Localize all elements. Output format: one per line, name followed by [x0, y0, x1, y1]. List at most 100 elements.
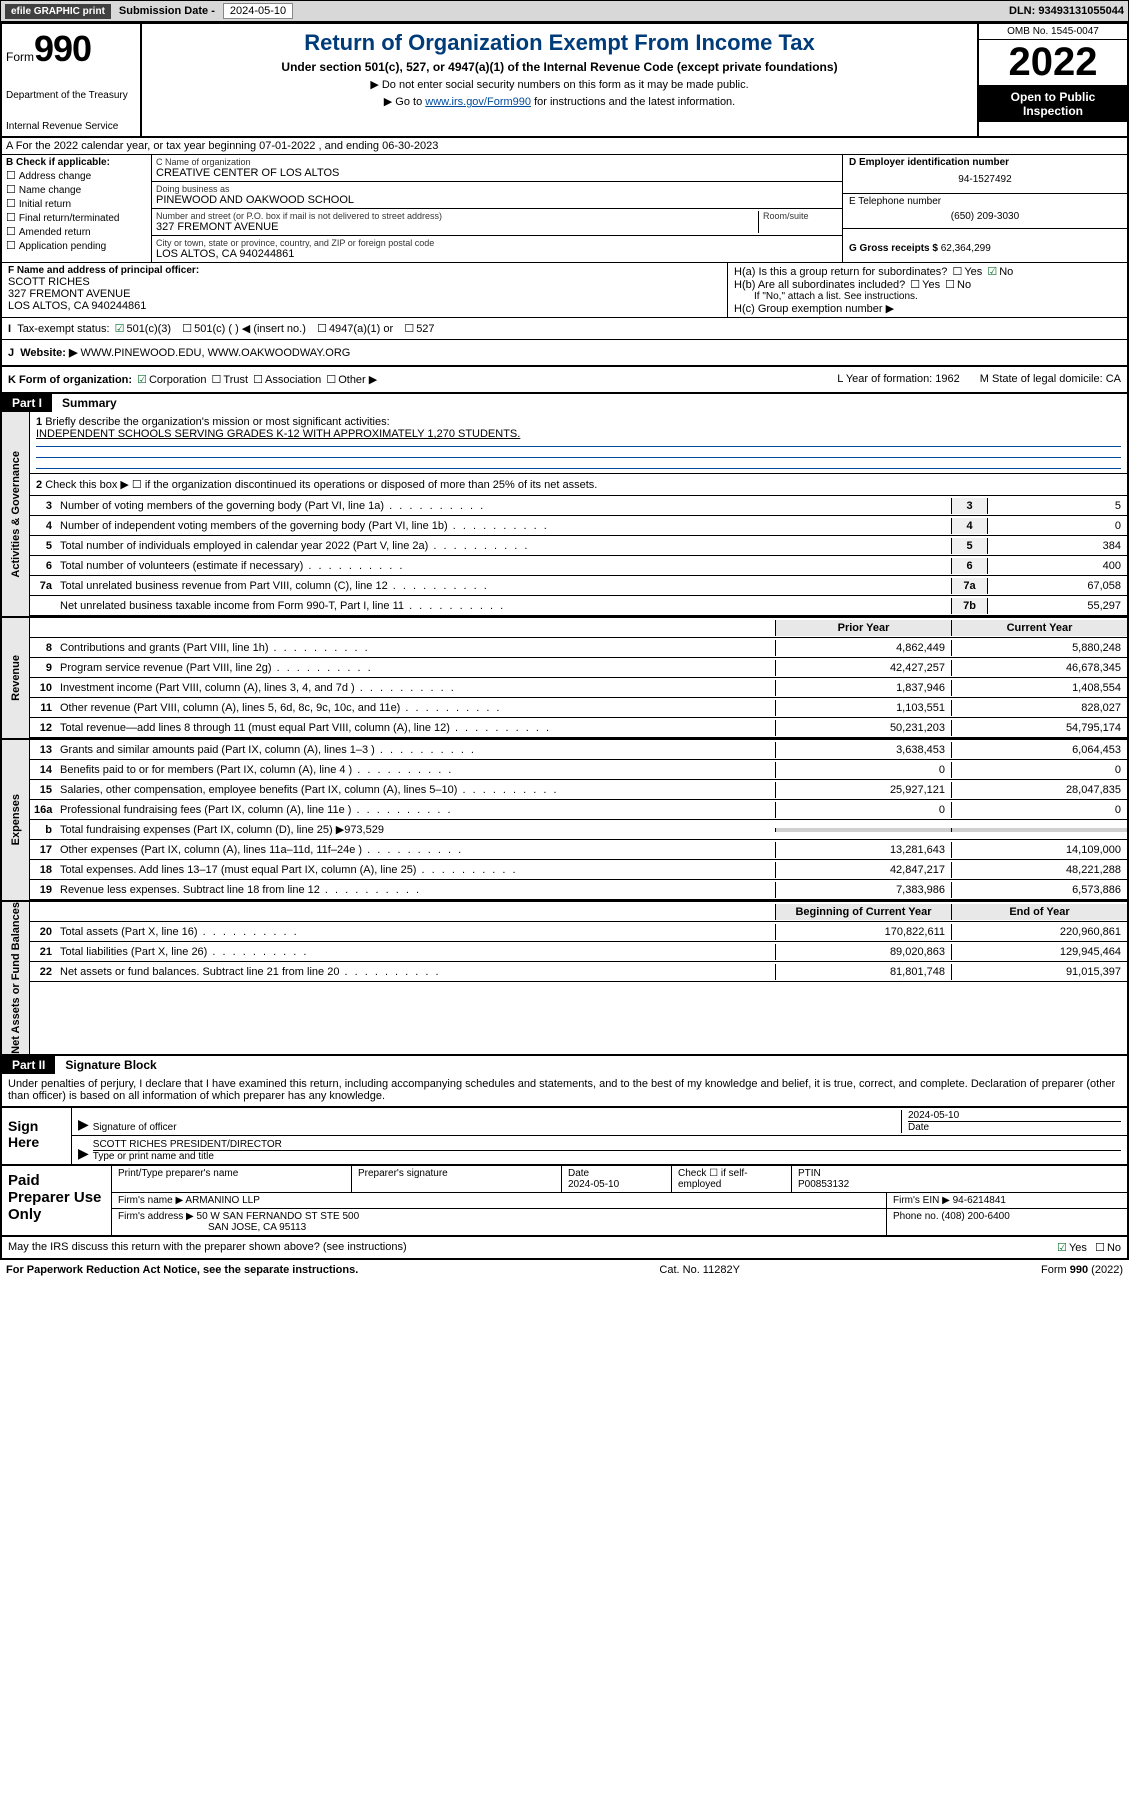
chk-501c3[interactable]: [113, 323, 127, 335]
paid-preparer-label: Paid Preparer Use Only: [2, 1166, 112, 1235]
firm-ein: 94-6214841: [953, 1195, 1006, 1206]
h-b-note: If "No," attach a list. See instructions…: [734, 291, 1121, 302]
firm-ein-label: Firm's EIN ▶: [893, 1195, 950, 1206]
table-row: 7aTotal unrelated business revenue from …: [30, 576, 1127, 596]
chk-initial[interactable]: Initial return: [6, 197, 147, 210]
firm-addr: 50 W SAN FERNANDO ST STE 500: [197, 1211, 360, 1222]
sig-arrow-icon: ▶: [78, 1116, 89, 1133]
prep-date-label: Date: [568, 1168, 589, 1179]
column-c: C Name of organizationCREATIVE CENTER OF…: [152, 155, 842, 262]
cat-no: Cat. No. 11282Y: [659, 1264, 740, 1276]
perjury-statement: Under penalties of perjury, I declare th…: [0, 1074, 1129, 1108]
irs-link[interactable]: www.irs.gov/Form990: [425, 96, 531, 108]
ha-yes[interactable]: [950, 266, 964, 278]
ptin: P00853132: [798, 1179, 849, 1190]
note-link: ▶ Go to www.irs.gov/Form990 for instruct…: [146, 95, 973, 108]
telephone: (650) 209-3030: [849, 207, 1121, 226]
irs: Internal Revenue Service: [6, 121, 136, 132]
discuss-yes[interactable]: [1055, 1242, 1069, 1254]
summary-activities: Activities & Governance 1 Briefly descri…: [0, 412, 1129, 618]
table-row: 4Number of independent voting members of…: [30, 516, 1127, 536]
hb-yes[interactable]: [908, 279, 922, 291]
website-url: WWW.PINEWOOD.EDU, WWW.OAKWOODWAY.ORG: [80, 347, 350, 359]
hb-no[interactable]: [943, 279, 957, 291]
form-header: Form990 Department of the Treasury Inter…: [0, 22, 1129, 138]
vlabel-exp: Expenses: [10, 794, 22, 845]
submission-label: Submission Date -: [119, 5, 215, 17]
row-i: I Tax-exempt status: 501(c)(3) 501(c) ( …: [0, 318, 1129, 340]
sig-arrow2-icon: ▶: [78, 1145, 89, 1162]
row-a: A For the 2022 calendar year, or tax yea…: [0, 138, 1129, 155]
firm-addr-label: Firm's address ▶: [118, 1211, 194, 1222]
part2-title: Signature Block: [55, 1056, 1127, 1074]
table-row: 8Contributions and grants (Part VIII, li…: [30, 638, 1127, 658]
firm-name-label: Firm's name ▶: [118, 1195, 183, 1206]
form-number: 990: [34, 28, 91, 69]
discuss-no[interactable]: [1093, 1242, 1107, 1254]
row-f-h: F Name and address of principal officer:…: [0, 263, 1129, 318]
part1-label: Part I: [2, 394, 52, 412]
chk-4947[interactable]: [315, 323, 329, 335]
part-1-header: Part I Summary: [0, 394, 1129, 412]
ha-no[interactable]: [985, 266, 999, 278]
ein: 94-1527492: [849, 168, 1121, 191]
chk-corp[interactable]: [135, 374, 149, 386]
dba-label: Doing business as: [156, 184, 348, 194]
self-employed-chk[interactable]: Check ☐ if self-employed: [672, 1166, 792, 1192]
chk-other[interactable]: [324, 374, 338, 386]
officer-name: SCOTT RICHES: [8, 276, 721, 288]
note-ssn: ▶ Do not enter social security numbers o…: [146, 78, 973, 91]
table-row: 12Total revenue—add lines 8 through 11 (…: [30, 718, 1127, 738]
summary-netassets: Net Assets or Fund Balances Beginning of…: [0, 902, 1129, 1056]
part1-title: Summary: [52, 394, 1127, 412]
line-1: 1 Briefly describe the organization's mi…: [30, 412, 1127, 474]
end-year-col: End of Year: [951, 904, 1127, 920]
open-to-public: Open to Public Inspection: [979, 86, 1127, 122]
form-label: Form990: [6, 28, 136, 70]
chk-address[interactable]: Address change: [6, 169, 147, 182]
sign-here-block: Sign Here ▶ Signature of officer 2024-05…: [0, 1108, 1129, 1166]
part-2-header: Part II Signature Block: [0, 1056, 1129, 1074]
discuss-row: May the IRS discuss this return with the…: [0, 1237, 1129, 1260]
name-title-label: Type or print name and title: [93, 1151, 214, 1162]
form-word: Form: [6, 50, 34, 64]
room-label: Room/suite: [763, 211, 832, 221]
b-label: B Check if applicable:: [6, 157, 147, 168]
dln: DLN: 93493131055044: [1009, 5, 1124, 17]
line-2: 2 Check this box ▶ ☐ if the organization…: [30, 474, 1127, 496]
tel-label: E Telephone number: [849, 196, 1121, 207]
chk-527[interactable]: [402, 323, 416, 335]
firm-phone: (408) 200-6400: [941, 1211, 1009, 1222]
summary-revenue: Revenue Prior Year Current Year 8Contrib…: [0, 618, 1129, 740]
chk-amended[interactable]: Amended return: [6, 225, 147, 238]
sign-here-label: Sign Here: [2, 1108, 72, 1164]
table-row: 19Revenue less expenses. Subtract line 1…: [30, 880, 1127, 900]
chk-trust[interactable]: [210, 374, 224, 386]
chk-assoc[interactable]: [251, 374, 265, 386]
table-row: 11Other revenue (Part VIII, column (A), …: [30, 698, 1127, 718]
vlabel-rev: Revenue: [10, 655, 22, 701]
gross-receipts: 62,364,299: [941, 243, 991, 254]
street-address: 327 FREMONT AVENUE: [156, 221, 758, 233]
org-name: CREATIVE CENTER OF LOS ALTOS: [156, 167, 339, 179]
chk-name[interactable]: Name change: [6, 183, 147, 196]
line-16b: bTotal fundraising expenses (Part IX, co…: [30, 820, 1127, 840]
chk-501c[interactable]: [180, 323, 194, 335]
officer-printed-name: SCOTT RICHES PRESIDENT/DIRECTOR: [93, 1139, 1121, 1151]
chk-pending[interactable]: Application pending: [6, 239, 147, 252]
chk-final[interactable]: Final return/terminated: [6, 211, 147, 224]
table-row: 6Total number of volunteers (estimate if…: [30, 556, 1127, 576]
efile-button[interactable]: efile GRAPHIC print: [5, 4, 111, 19]
table-row: 13Grants and similar amounts paid (Part …: [30, 740, 1127, 760]
addr-label: Number and street (or P.O. box if mail i…: [156, 211, 752, 221]
row-j: J Website: ▶ WWW.PINEWOOD.EDU, WWW.OAKWO…: [0, 340, 1129, 367]
table-row: 3Number of voting members of the governi…: [30, 496, 1127, 516]
h-c: H(c) Group exemption number ▶: [734, 302, 1121, 315]
block-b-to-g: B Check if applicable: Address change Na…: [0, 155, 1129, 263]
pra-notice: For Paperwork Reduction Act Notice, see …: [6, 1264, 358, 1276]
form-title: Return of Organization Exempt From Incom…: [146, 30, 973, 56]
vlabel-ag: Activities & Governance: [10, 451, 22, 578]
part2-label: Part II: [2, 1056, 55, 1074]
page-footer: For Paperwork Reduction Act Notice, see …: [0, 1260, 1129, 1280]
officer-addr: 327 FREMONT AVENUE: [8, 288, 721, 300]
